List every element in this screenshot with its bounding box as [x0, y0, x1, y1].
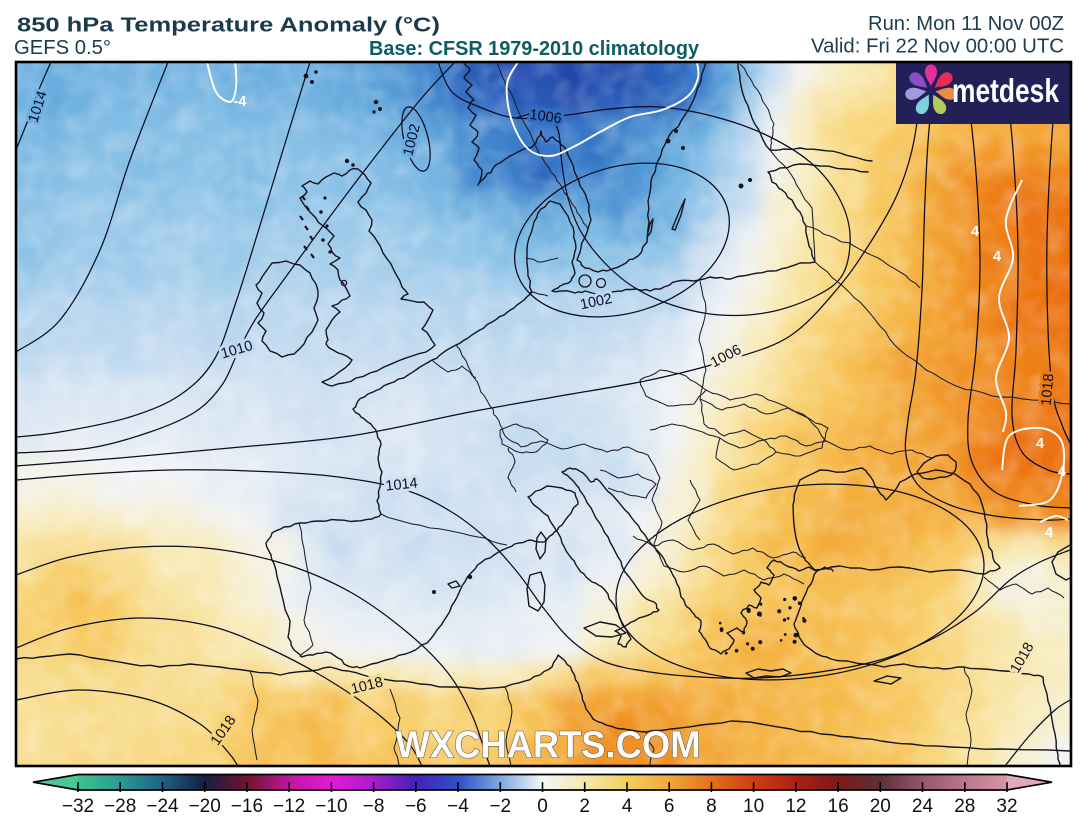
svg-text:1014: 1014 [385, 475, 419, 494]
svg-text:32: 32 [996, 796, 1017, 817]
svg-text:4: 4 [971, 224, 979, 240]
svg-text:−4: −4 [447, 796, 469, 817]
svg-text:−10: −10 [315, 796, 347, 817]
svg-text:12: 12 [785, 796, 806, 817]
svg-text:10: 10 [743, 796, 764, 817]
svg-text:8: 8 [706, 796, 717, 817]
svg-text:Base: CFSR 1979-2010 climatolo: Base: CFSR 1979-2010 climatology [369, 38, 700, 60]
svg-text:1018: 1018 [349, 674, 384, 697]
svg-text:16: 16 [828, 796, 849, 817]
svg-text:4: 4 [1036, 436, 1044, 452]
svg-text:GEFS 0.5°: GEFS 0.5° [14, 37, 111, 59]
svg-text:WXCHARTS.COM: WXCHARTS.COM [396, 725, 701, 767]
svg-text:−16: −16 [231, 796, 263, 817]
svg-text:−6: −6 [405, 796, 427, 817]
svg-text:24: 24 [912, 796, 934, 817]
svg-text:−24: −24 [146, 796, 179, 817]
svg-text:−8: −8 [363, 796, 385, 817]
svg-text:6: 6 [664, 796, 675, 817]
svg-text:4: 4 [993, 249, 1001, 265]
svg-text:4: 4 [622, 796, 633, 817]
svg-text:−20: −20 [189, 796, 221, 817]
svg-text:1018: 1018 [1039, 373, 1058, 407]
svg-text:28: 28 [954, 796, 975, 817]
svg-text:4: 4 [1045, 525, 1053, 541]
svg-text:−32: −32 [62, 796, 94, 817]
svg-text:0: 0 [537, 796, 548, 817]
svg-text:-4: -4 [234, 94, 247, 110]
svg-text:Run: Mon 11 Nov 00Z: Run: Mon 11 Nov 00Z [868, 13, 1064, 35]
svg-text:−2: −2 [489, 796, 511, 817]
svg-text:−12: −12 [273, 796, 305, 817]
svg-text:850 hPa Temperature Anomaly (°: 850 hPa Temperature Anomaly (°C) [17, 15, 440, 37]
svg-text:metdesk: metdesk [952, 72, 1060, 109]
svg-text:2: 2 [579, 796, 590, 817]
svg-text:4: 4 [1058, 464, 1066, 480]
svg-text:−28: −28 [104, 796, 136, 817]
svg-text:20: 20 [870, 796, 891, 817]
svg-text:Valid: Fri 22 Nov 00:00 UTC: Valid: Fri 22 Nov 00:00 UTC [811, 36, 1064, 58]
